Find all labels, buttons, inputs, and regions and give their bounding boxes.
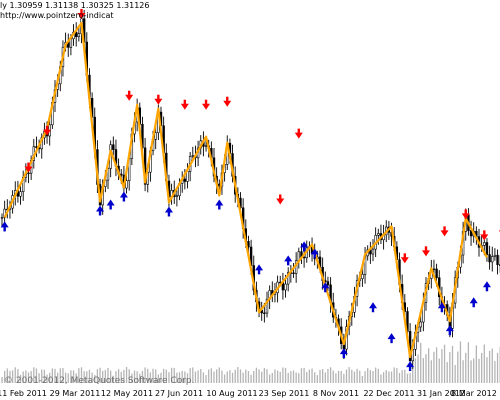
up-arrow-icon: [406, 361, 415, 372]
zigzag-line: [3, 21, 488, 359]
candle: [493, 248, 497, 261]
x-tick-label: 8 Mar 2012: [451, 389, 497, 398]
candle: [170, 183, 173, 205]
candle: [19, 185, 22, 205]
up-arrow-icon: [321, 282, 330, 293]
candle: [496, 249, 499, 275]
candle: [371, 239, 375, 262]
up-arrow-icon: [106, 199, 115, 210]
candle: [75, 22, 78, 47]
candlesticks: [0, 9, 500, 371]
candle: [432, 259, 436, 276]
up-arrow-icon: [300, 241, 309, 252]
up-arrow-icon: [339, 348, 348, 359]
candle: [369, 241, 372, 264]
down-arrow-icon: [24, 162, 33, 173]
x-tick-label: 11 Feb 2011: [0, 389, 47, 398]
x-tick-label: 22 Dec 2011: [363, 389, 415, 398]
down-arrow-icon: [294, 128, 303, 139]
x-tick-label: 27 Jun 2011: [154, 389, 204, 398]
up-arrow-icon: [284, 255, 293, 266]
down-arrow-icon: [440, 226, 449, 237]
candle: [379, 224, 383, 245]
up-arrow-icon: [0, 221, 9, 232]
down-arrow-icon: [276, 194, 285, 205]
up-arrow-icon: [310, 248, 319, 259]
down-arrow-icon: [480, 230, 489, 241]
down-arrow-icon: [461, 209, 470, 220]
x-tick-label: 29 Mar 2011: [49, 389, 101, 398]
candle: [265, 291, 269, 318]
down-arrow-icon: [125, 90, 134, 101]
up-arrow-icon: [469, 297, 478, 308]
candle: [281, 272, 285, 300]
up-arrow-icon: [387, 333, 396, 344]
candle: [286, 267, 290, 292]
volume-bars: [1, 341, 500, 383]
up-arrow-icon: [215, 199, 224, 210]
chart-header-url: http://www.pointzero-indicat: [0, 11, 114, 20]
fractal-arrows: [0, 8, 500, 372]
down-arrow-icon: [223, 96, 232, 107]
up-arrow-icon: [445, 325, 454, 336]
down-arrow-icon: [43, 125, 52, 136]
down-arrow-icon: [154, 94, 163, 105]
chart-header-ohlc: ly 1.30959 1.31138 1.30325 1.31126: [0, 1, 150, 10]
candle: [292, 262, 295, 278]
x-tick-label: 10 Aug 2011: [206, 389, 258, 398]
zigzag-indicator: [3, 21, 488, 359]
up-arrow-icon: [437, 302, 446, 313]
candle: [491, 246, 494, 272]
x-tick-label: 31 Jan 2012: [417, 389, 465, 398]
candle: [377, 228, 380, 245]
candle: [271, 281, 274, 303]
x-tick-label: 12 May 2011: [100, 389, 154, 398]
candle: [114, 139, 118, 177]
x-tick-label: 8 Nov 2011: [312, 389, 360, 398]
down-arrow-icon: [400, 253, 409, 264]
candle: [382, 224, 385, 250]
candle: [0, 213, 4, 228]
candle: [488, 245, 491, 270]
candle: [67, 33, 70, 57]
candle: [297, 247, 300, 269]
candle: [326, 276, 330, 291]
candle: [469, 220, 473, 246]
up-arrow-icon: [482, 281, 491, 292]
up-arrow-icon: [119, 191, 128, 202]
down-arrow-icon: [180, 99, 189, 110]
down-arrow-icon: [77, 8, 86, 19]
up-arrow-icon: [255, 264, 264, 275]
x-tick-label: 23 Sep 2011: [258, 389, 310, 398]
down-arrow-icon: [202, 99, 211, 110]
copyright-text: © 2001-2012, MetaQuotes Software Corp.: [4, 376, 195, 386]
up-arrow-icon: [164, 206, 173, 217]
candle: [485, 238, 489, 262]
candle: [3, 200, 6, 224]
candle: [294, 252, 298, 283]
candle: [112, 136, 115, 156]
up-arrow-icon: [369, 302, 377, 313]
up-arrow-icon: [96, 205, 105, 216]
down-arrow-icon: [422, 246, 430, 257]
